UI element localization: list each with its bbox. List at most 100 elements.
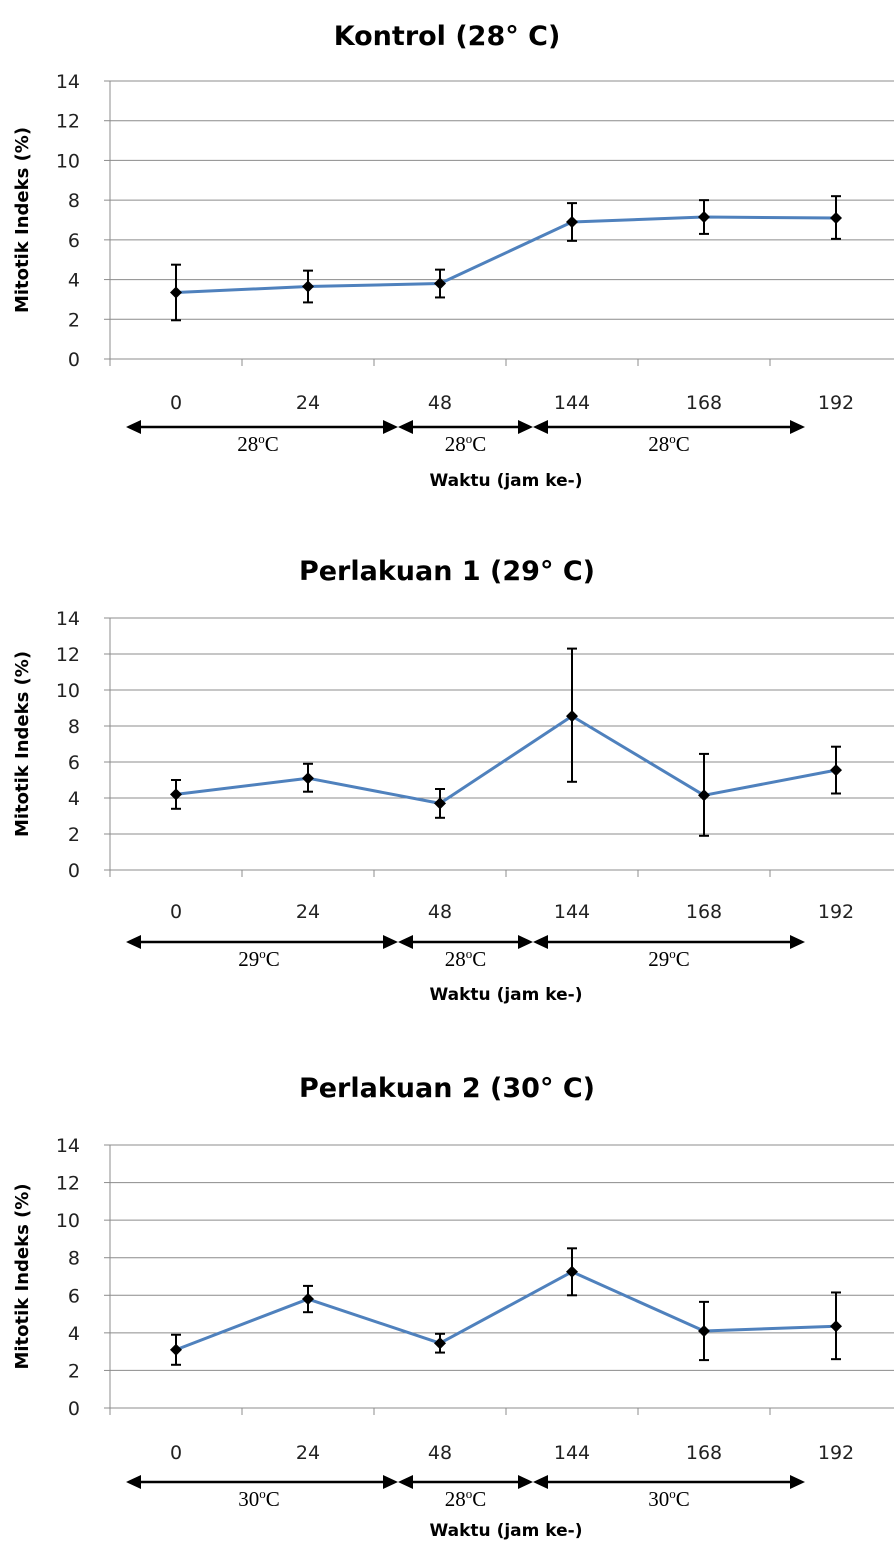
y-tick-label: 6: [68, 230, 80, 252]
period-temp-value: 28: [445, 947, 466, 971]
period-temp-unit: C: [265, 432, 279, 456]
x-tick-label: 192: [818, 392, 854, 414]
degree-symbol: o: [466, 1486, 473, 1501]
degree-symbol: o: [466, 431, 473, 446]
period-arrow: [126, 420, 398, 434]
period-arrow: [533, 1475, 805, 1489]
y-tick-label: 6: [68, 752, 80, 774]
degree-symbol: o: [258, 431, 265, 446]
period-temp-label: 30oC: [238, 1486, 280, 1511]
data-point: [698, 211, 710, 224]
data-point: [830, 1320, 842, 1333]
period-arrow: [398, 420, 533, 434]
x-tick-label: 168: [686, 392, 722, 414]
period-arrow: [398, 935, 533, 949]
y-tick-label: 0: [68, 860, 80, 882]
x-tick-label: 144: [554, 901, 590, 923]
period-temp-label: 28oC: [445, 431, 487, 456]
y-tick-label: 2: [68, 309, 80, 331]
y-tick-label: 10: [56, 150, 80, 172]
data-point: [302, 280, 314, 293]
y-tick-label: 8: [68, 190, 80, 212]
period-temp-label: 29oC: [648, 946, 690, 971]
period-temp-unit: C: [676, 432, 690, 456]
period-temp-value: 30: [238, 1487, 259, 1511]
y-tick-label: 0: [68, 349, 80, 371]
y-tick-label: 10: [56, 1210, 80, 1232]
x-axis-label: Waktu (jam ke-): [430, 1521, 583, 1541]
y-tick-label: 2: [68, 1360, 80, 1382]
x-tick-label: 144: [554, 392, 590, 414]
period-arrow: [126, 935, 398, 949]
x-tick-label: 24: [296, 901, 320, 923]
data-point: [302, 1293, 314, 1306]
data-point: [434, 797, 446, 810]
data-point: [566, 1265, 578, 1278]
y-tick-label: 14: [56, 1135, 80, 1157]
period-arrow: [533, 935, 805, 949]
x-tick-label: 24: [296, 392, 320, 414]
data-point: [170, 788, 182, 801]
data-point: [830, 212, 842, 225]
x-tick-label: 24: [296, 1442, 320, 1464]
period-temp-label: 28oC: [445, 946, 487, 971]
y-tick-label: 8: [68, 1248, 80, 1270]
period-temp-unit: C: [266, 947, 280, 971]
y-tick-label: 12: [56, 644, 80, 666]
period-arrow: [126, 1475, 398, 1489]
period-temp-label: 28oC: [648, 431, 690, 456]
period-temp-unit: C: [472, 947, 486, 971]
period-temp-unit: C: [472, 1487, 486, 1511]
x-tick-label: 168: [686, 901, 722, 923]
degree-symbol: o: [669, 1486, 676, 1501]
data-point: [566, 710, 578, 723]
degree-symbol: o: [669, 431, 676, 446]
y-tick-label: 14: [56, 71, 80, 93]
x-tick-label: 0: [170, 392, 182, 414]
series-line: [175, 714, 837, 805]
x-tick-label: 168: [686, 1442, 722, 1464]
degree-symbol: o: [669, 946, 676, 961]
y-tick-label: 2: [68, 824, 80, 846]
data-point: [302, 772, 314, 785]
series-line: [175, 215, 837, 294]
period-temp-value: 28: [648, 432, 669, 456]
data-point: [434, 1337, 446, 1350]
degree-symbol: o: [466, 946, 473, 961]
y-tick-label: 0: [68, 1398, 80, 1420]
y-tick-label: 4: [68, 1323, 80, 1345]
period-temp-unit: C: [676, 1487, 690, 1511]
y-axis-label: Mitotik Indeks (%): [12, 1183, 33, 1369]
data-point: [566, 215, 578, 228]
period-arrow: [398, 1475, 533, 1489]
period-temp-unit: C: [472, 432, 486, 456]
y-axis-label: Mitotik Indeks (%): [12, 651, 33, 837]
x-axis-label: Waktu (jam ke-): [430, 471, 583, 491]
data-point: [434, 277, 446, 290]
y-tick-label: 4: [68, 788, 80, 810]
period-temp-label: 30oC: [648, 1486, 690, 1511]
x-tick-label: 0: [170, 901, 182, 923]
period-temp-value: 29: [238, 947, 259, 971]
chart-title: Kontrol (28° C): [334, 21, 561, 52]
x-tick-label: 0: [170, 1442, 182, 1464]
y-tick-label: 10: [56, 680, 80, 702]
x-axis-label: Waktu (jam ke-): [430, 985, 583, 1005]
y-tick-label: 12: [56, 111, 80, 133]
chart-title: Perlakuan 1 (29° C): [299, 556, 595, 587]
period-temp-label: 28oC: [237, 431, 279, 456]
period-temp-value: 28: [237, 432, 258, 456]
data-point: [170, 1343, 182, 1356]
data-point: [830, 764, 842, 777]
data-point: [698, 1324, 710, 1337]
y-tick-label: 12: [56, 1173, 80, 1195]
x-tick-label: 48: [428, 901, 452, 923]
x-tick-label: 192: [818, 1442, 854, 1464]
period-temp-value: 28: [445, 432, 466, 456]
degree-symbol: o: [259, 1486, 266, 1501]
series-line: [175, 1270, 837, 1352]
